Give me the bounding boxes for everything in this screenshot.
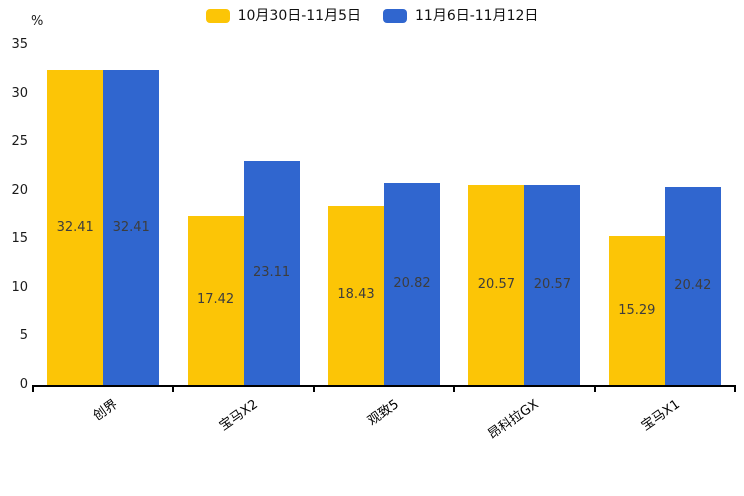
y-tick-label: 20 (11, 182, 28, 198)
y-tick-label: 15 (11, 231, 28, 247)
bar-value-label: 32.41 (112, 219, 150, 235)
legend-color-swatch (383, 9, 407, 23)
y-tick-label: 35 (11, 37, 28, 52)
y-tick-label: 0 (19, 377, 28, 392)
bar-series2 (103, 70, 160, 385)
x-tick-label: 宝马X2 (217, 397, 262, 435)
y-axis-unit-label: % (31, 14, 44, 29)
y-tick-label: 5 (19, 328, 28, 344)
bar-value-label: 17.42 (196, 292, 235, 308)
bar-series2 (243, 160, 300, 385)
y-tick-label: 25 (11, 134, 28, 150)
bar-value-label: 20.82 (393, 275, 431, 291)
x-axis-tick (172, 385, 175, 392)
bar-value-label: 20.57 (477, 277, 515, 293)
bar-series1 (328, 205, 384, 385)
legend-item-week2[interactable]: 11月6日-11月12日 (383, 8, 538, 24)
y-tick-label: 10 (11, 279, 28, 295)
legend-color-swatch (205, 9, 230, 23)
x-axis-tick (32, 385, 34, 392)
bar-value-label: 32.41 (56, 219, 94, 235)
bar-series1 (187, 215, 244, 385)
y-tick-label: 30 (11, 85, 28, 101)
bar-series2 (664, 186, 721, 385)
x-axis-tick (734, 385, 736, 392)
bar-value-label: 20.42 (674, 277, 712, 293)
x-axis-line (33, 385, 735, 387)
x-tick-label: 昂科拉GX (485, 397, 543, 443)
bar-series1 (47, 70, 104, 385)
bar-series2 (524, 185, 581, 385)
bar-series1 (468, 185, 525, 385)
legend: 10月30日-11月5日 11月6日-11月12日 (0, 8, 744, 24)
x-tick-label: 创界 (90, 397, 121, 425)
x-tick-label: 宝马X1 (638, 397, 683, 435)
legend-label-week1: 10月30日-11月5日 (237, 8, 361, 24)
bar-series1 (608, 236, 665, 385)
bar-value-label: 20.57 (533, 277, 571, 293)
bar-value-label: 15.29 (618, 302, 656, 318)
x-axis-tick (593, 385, 596, 392)
bar-value-label: 18.43 (337, 287, 375, 303)
bar-series2 (384, 182, 440, 385)
legend-label-week2: 11月6日-11月12日 (415, 8, 539, 24)
x-axis-tick (453, 385, 456, 392)
x-axis-tick (312, 385, 315, 392)
legend-item-week1[interactable]: 10月30日-11月5日 (205, 8, 361, 24)
x-tick-label: 观致5 (364, 397, 402, 429)
bar-value-label: 23.11 (252, 264, 291, 280)
